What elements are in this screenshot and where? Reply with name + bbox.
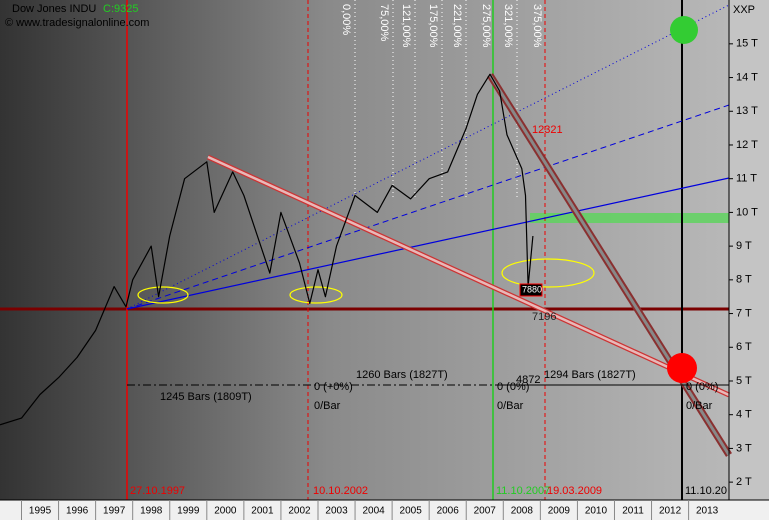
- label-box: [519, 283, 543, 297]
- x-tick-label: 2005: [400, 506, 423, 517]
- x-tick-label: 2006: [437, 506, 460, 517]
- x-tick-label: 2010: [585, 506, 608, 517]
- y-tick-label: 8 T: [736, 274, 752, 286]
- y-tick-label: 7 T: [736, 307, 752, 319]
- x-tick-label: 2011: [622, 506, 644, 517]
- y-tick-label: 14 T: [736, 71, 758, 83]
- percent-label: 121,00%: [400, 4, 412, 48]
- percent-label: 175,00%: [427, 4, 439, 48]
- y-tick-label: 12 T: [736, 139, 758, 151]
- annotation: 0 (0%): [686, 381, 718, 393]
- trend-line: [126, 104, 730, 310]
- date-label: 19.03.2009: [547, 485, 602, 497]
- percent-lines: [354, 0, 518, 200]
- x-tick-label: 2002: [288, 506, 311, 517]
- y-tick-label: 3 T: [736, 442, 752, 454]
- x-tick-label: 2001: [251, 506, 274, 517]
- y-tick-label: 11 T: [736, 173, 757, 185]
- y-tick-label: 4 T: [736, 409, 752, 421]
- date-label: 11.10.2007: [496, 485, 550, 497]
- y-tick-label: 13 T: [736, 105, 758, 117]
- percent-label: 221,00%: [451, 4, 463, 48]
- x-tick-label: 1997: [103, 506, 126, 517]
- axis-name: XXP: [733, 4, 755, 16]
- trend-line: [207, 155, 730, 397]
- y-tick-label: 9 T: [736, 240, 752, 252]
- percent-label: 321,00%: [502, 4, 514, 48]
- annotation: 0/Bar: [314, 400, 341, 412]
- trend-line: [488, 74, 731, 456]
- percent-label: 0,00%: [340, 4, 352, 35]
- x-tick-label: 2013: [696, 506, 719, 517]
- x-tick-label: 2012: [659, 506, 682, 517]
- annotation: 12321: [532, 124, 563, 136]
- percent-label: 375,00%: [531, 4, 543, 48]
- x-axis-background: [0, 500, 769, 520]
- source: © www.tradesignalonline.com: [5, 17, 149, 29]
- zone-band: [530, 213, 729, 223]
- date-label: 11.10.20: [685, 485, 727, 497]
- annotation: 0 (+0%): [314, 381, 353, 393]
- plot-background: [0, 0, 729, 500]
- x-tick-label: 2000: [214, 506, 237, 517]
- y-tick-label: 15 T: [736, 38, 758, 50]
- price-line: [0, 73, 534, 426]
- x-tick-label: 1996: [66, 506, 89, 517]
- x-tick-label: 2003: [325, 506, 348, 517]
- x-tick-label: 2008: [511, 506, 534, 517]
- signal-dot: [670, 16, 698, 44]
- annotation: 1294 Bars (1827T): [544, 369, 636, 381]
- last-value: C:9325: [103, 3, 138, 15]
- percent-label: 75,00%: [378, 4, 390, 42]
- date-label: 10.10.2002: [313, 485, 368, 497]
- percent-label: 275,00%: [480, 4, 492, 48]
- percent-labels: 0,00% 75,00% 121,00% 175,00% 221,00% 275…: [340, 4, 543, 48]
- annotation: 0/Bar: [686, 400, 713, 412]
- annotation: 1245 Bars (1809T): [160, 391, 252, 403]
- trend-line: [126, 177, 730, 310]
- annotation: 1260 Bars (1827T): [356, 369, 448, 381]
- x-tick-label: 1999: [177, 506, 200, 517]
- annotation: 7196: [532, 311, 556, 323]
- x-tick-label: 2007: [474, 506, 497, 517]
- annotation: 7880: [522, 284, 542, 294]
- y-axis-background: [729, 0, 769, 500]
- x-tick-label: 2009: [548, 506, 571, 517]
- annotation: 4872: [516, 374, 540, 386]
- date-label: 27.10.1997: [130, 485, 185, 497]
- highlight-ellipses: [137, 258, 595, 304]
- chart-title: Dow Jones INDU: [12, 3, 96, 15]
- y-tick-label: 2 T: [736, 476, 752, 488]
- y-tick-label: 5 T: [736, 375, 752, 387]
- annotation: 0 (0%): [497, 381, 529, 393]
- x-tick-label: 1995: [29, 506, 52, 517]
- trend-line: [126, 4, 730, 310]
- annotation: 0/Bar: [497, 400, 524, 412]
- y-tick-label: 10 T: [736, 206, 758, 218]
- x-tick-label: 2004: [362, 506, 385, 517]
- signal-dot: [667, 353, 697, 383]
- x-tick-label: 1998: [140, 506, 163, 517]
- y-tick-label: 6 T: [736, 341, 752, 353]
